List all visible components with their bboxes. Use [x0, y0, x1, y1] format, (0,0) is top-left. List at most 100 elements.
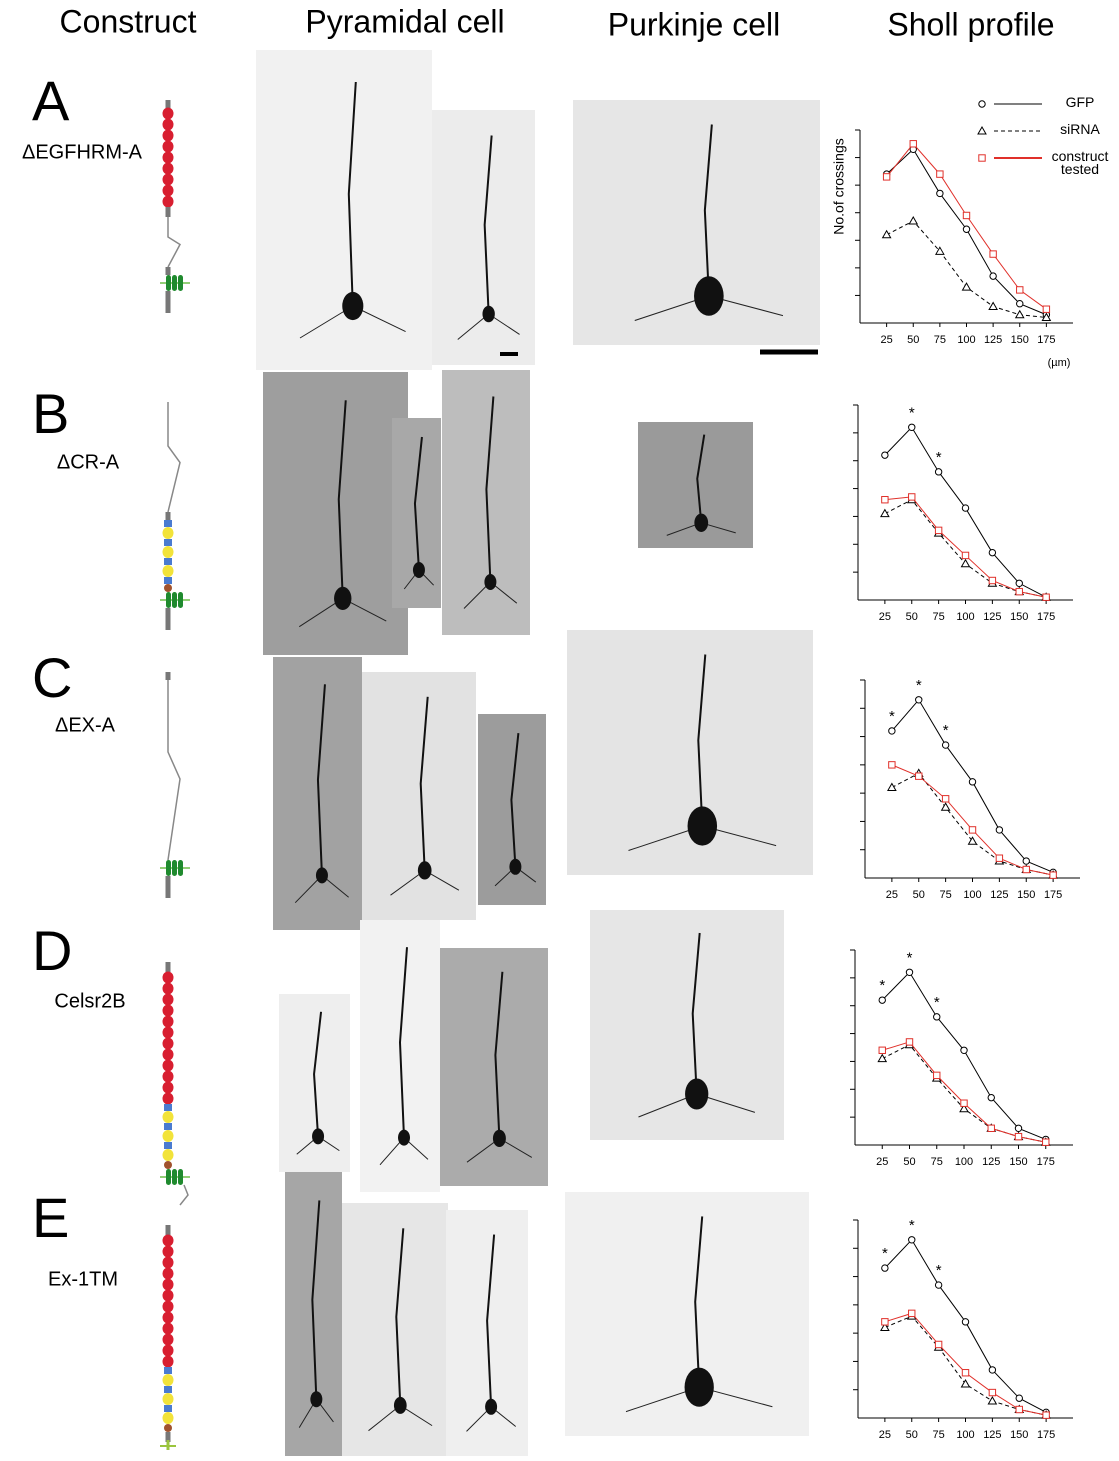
lamg-domain — [162, 1412, 174, 1424]
cadherin-repeat — [162, 1037, 174, 1050]
micrograph — [362, 672, 476, 920]
x-tick-label: 25 — [879, 611, 891, 623]
data-point — [962, 211, 971, 220]
column-header: Pyramidal cell — [305, 3, 504, 39]
construct-name: ΔCR-A — [57, 451, 120, 473]
tm-helix — [178, 860, 183, 876]
cadherin-repeat — [162, 162, 174, 175]
data-point — [1022, 857, 1030, 865]
data-point — [960, 1046, 968, 1054]
significance-star: * — [936, 1262, 942, 1279]
dendrite — [694, 1216, 704, 1388]
egf-domain — [164, 1405, 172, 1412]
legend-marker — [978, 154, 986, 162]
x-tick-label: 75 — [933, 611, 945, 623]
data-point — [881, 496, 889, 504]
x-tick-label: 25 — [876, 1156, 888, 1168]
construct-tail — [179, 1184, 189, 1206]
construct-linker — [167, 680, 181, 861]
cadherin-repeat — [162, 1322, 174, 1335]
data-point — [989, 250, 997, 258]
panel-letter: E — [32, 1186, 69, 1249]
construct-stalk — [165, 962, 171, 972]
significance-star: * — [882, 1245, 888, 1262]
dendrite — [483, 135, 493, 315]
cadherin-repeat — [162, 140, 174, 153]
data-point — [905, 1038, 914, 1046]
lamg-domain — [162, 1374, 174, 1386]
data-point — [988, 1366, 997, 1374]
data-point — [915, 696, 923, 704]
data-point — [1015, 579, 1023, 587]
dendrite — [316, 684, 326, 876]
data-point — [1016, 300, 1024, 308]
column-header: Sholl profile — [887, 6, 1054, 42]
cadherin-repeat — [162, 971, 174, 984]
x-tick-label: 75 — [934, 334, 946, 346]
cadherin-repeat — [162, 129, 174, 142]
lamg-domain — [162, 565, 174, 577]
soma — [412, 562, 425, 578]
micrograph — [638, 422, 753, 548]
legend-entry: GFP — [1065, 96, 1095, 110]
micrograph — [590, 910, 784, 1140]
tm-helix — [172, 1169, 177, 1185]
egf-domain — [164, 1104, 172, 1111]
cadherin-repeat — [162, 1355, 174, 1368]
data-point — [1014, 1124, 1023, 1132]
dendrite — [486, 1234, 496, 1407]
tm-helix — [172, 275, 177, 291]
dendrite — [494, 971, 504, 1139]
significance-star: * — [936, 449, 942, 466]
significance-star: * — [916, 677, 922, 694]
data-point — [961, 504, 970, 512]
data-point — [934, 526, 943, 535]
data-point — [1049, 871, 1057, 879]
cadherin-repeat — [162, 1278, 174, 1291]
data-point — [877, 1053, 888, 1063]
x-tick-label: 125 — [983, 1429, 1001, 1441]
construct-name: Ex-1TM — [48, 1268, 118, 1290]
construct-stalk — [165, 267, 171, 275]
data-point — [1042, 1411, 1050, 1419]
cadherin-repeat — [162, 1333, 174, 1346]
construct-name: Celsr2B — [54, 990, 125, 1012]
data-point — [1016, 286, 1024, 294]
data-point — [880, 508, 890, 518]
x-tick-label: 75 — [931, 1156, 943, 1168]
tm-helix — [166, 592, 171, 608]
soma — [694, 276, 724, 316]
legend-label: GFP — [1065, 96, 1095, 110]
data-point — [961, 282, 972, 291]
cadherin-repeat — [162, 1245, 174, 1258]
significance-star: * — [943, 722, 949, 739]
soma — [342, 291, 364, 321]
x-tick-label: 100 — [955, 1156, 973, 1168]
lamg-domain — [162, 1149, 174, 1161]
egf-domain — [164, 577, 172, 584]
data-point — [988, 301, 998, 310]
dendrite — [395, 1228, 405, 1406]
data-point — [987, 1396, 998, 1405]
tm-helix — [178, 275, 183, 291]
data-point — [1014, 1132, 1023, 1141]
data-point — [888, 761, 896, 769]
data-point — [988, 1388, 997, 1397]
data-point — [988, 548, 997, 557]
dendrite — [510, 732, 520, 867]
hrm-domain — [164, 1161, 172, 1169]
data-point — [1042, 1138, 1050, 1146]
x-tick-label: 75 — [933, 1429, 945, 1441]
lamg-domain — [162, 1130, 174, 1142]
x-tick-label: 25 — [879, 1429, 891, 1441]
construct-stalk — [165, 608, 171, 630]
x-tick-label: 25 — [881, 334, 893, 346]
construct-stalk — [165, 1225, 171, 1235]
series-line — [884, 426, 1047, 598]
data-point — [1041, 312, 1052, 321]
x-tick-label: 50 — [906, 611, 918, 623]
x-tick-label: 175 — [1037, 334, 1055, 346]
dendrite — [697, 654, 707, 827]
data-point — [936, 189, 944, 198]
cadherin-repeat — [162, 982, 174, 995]
